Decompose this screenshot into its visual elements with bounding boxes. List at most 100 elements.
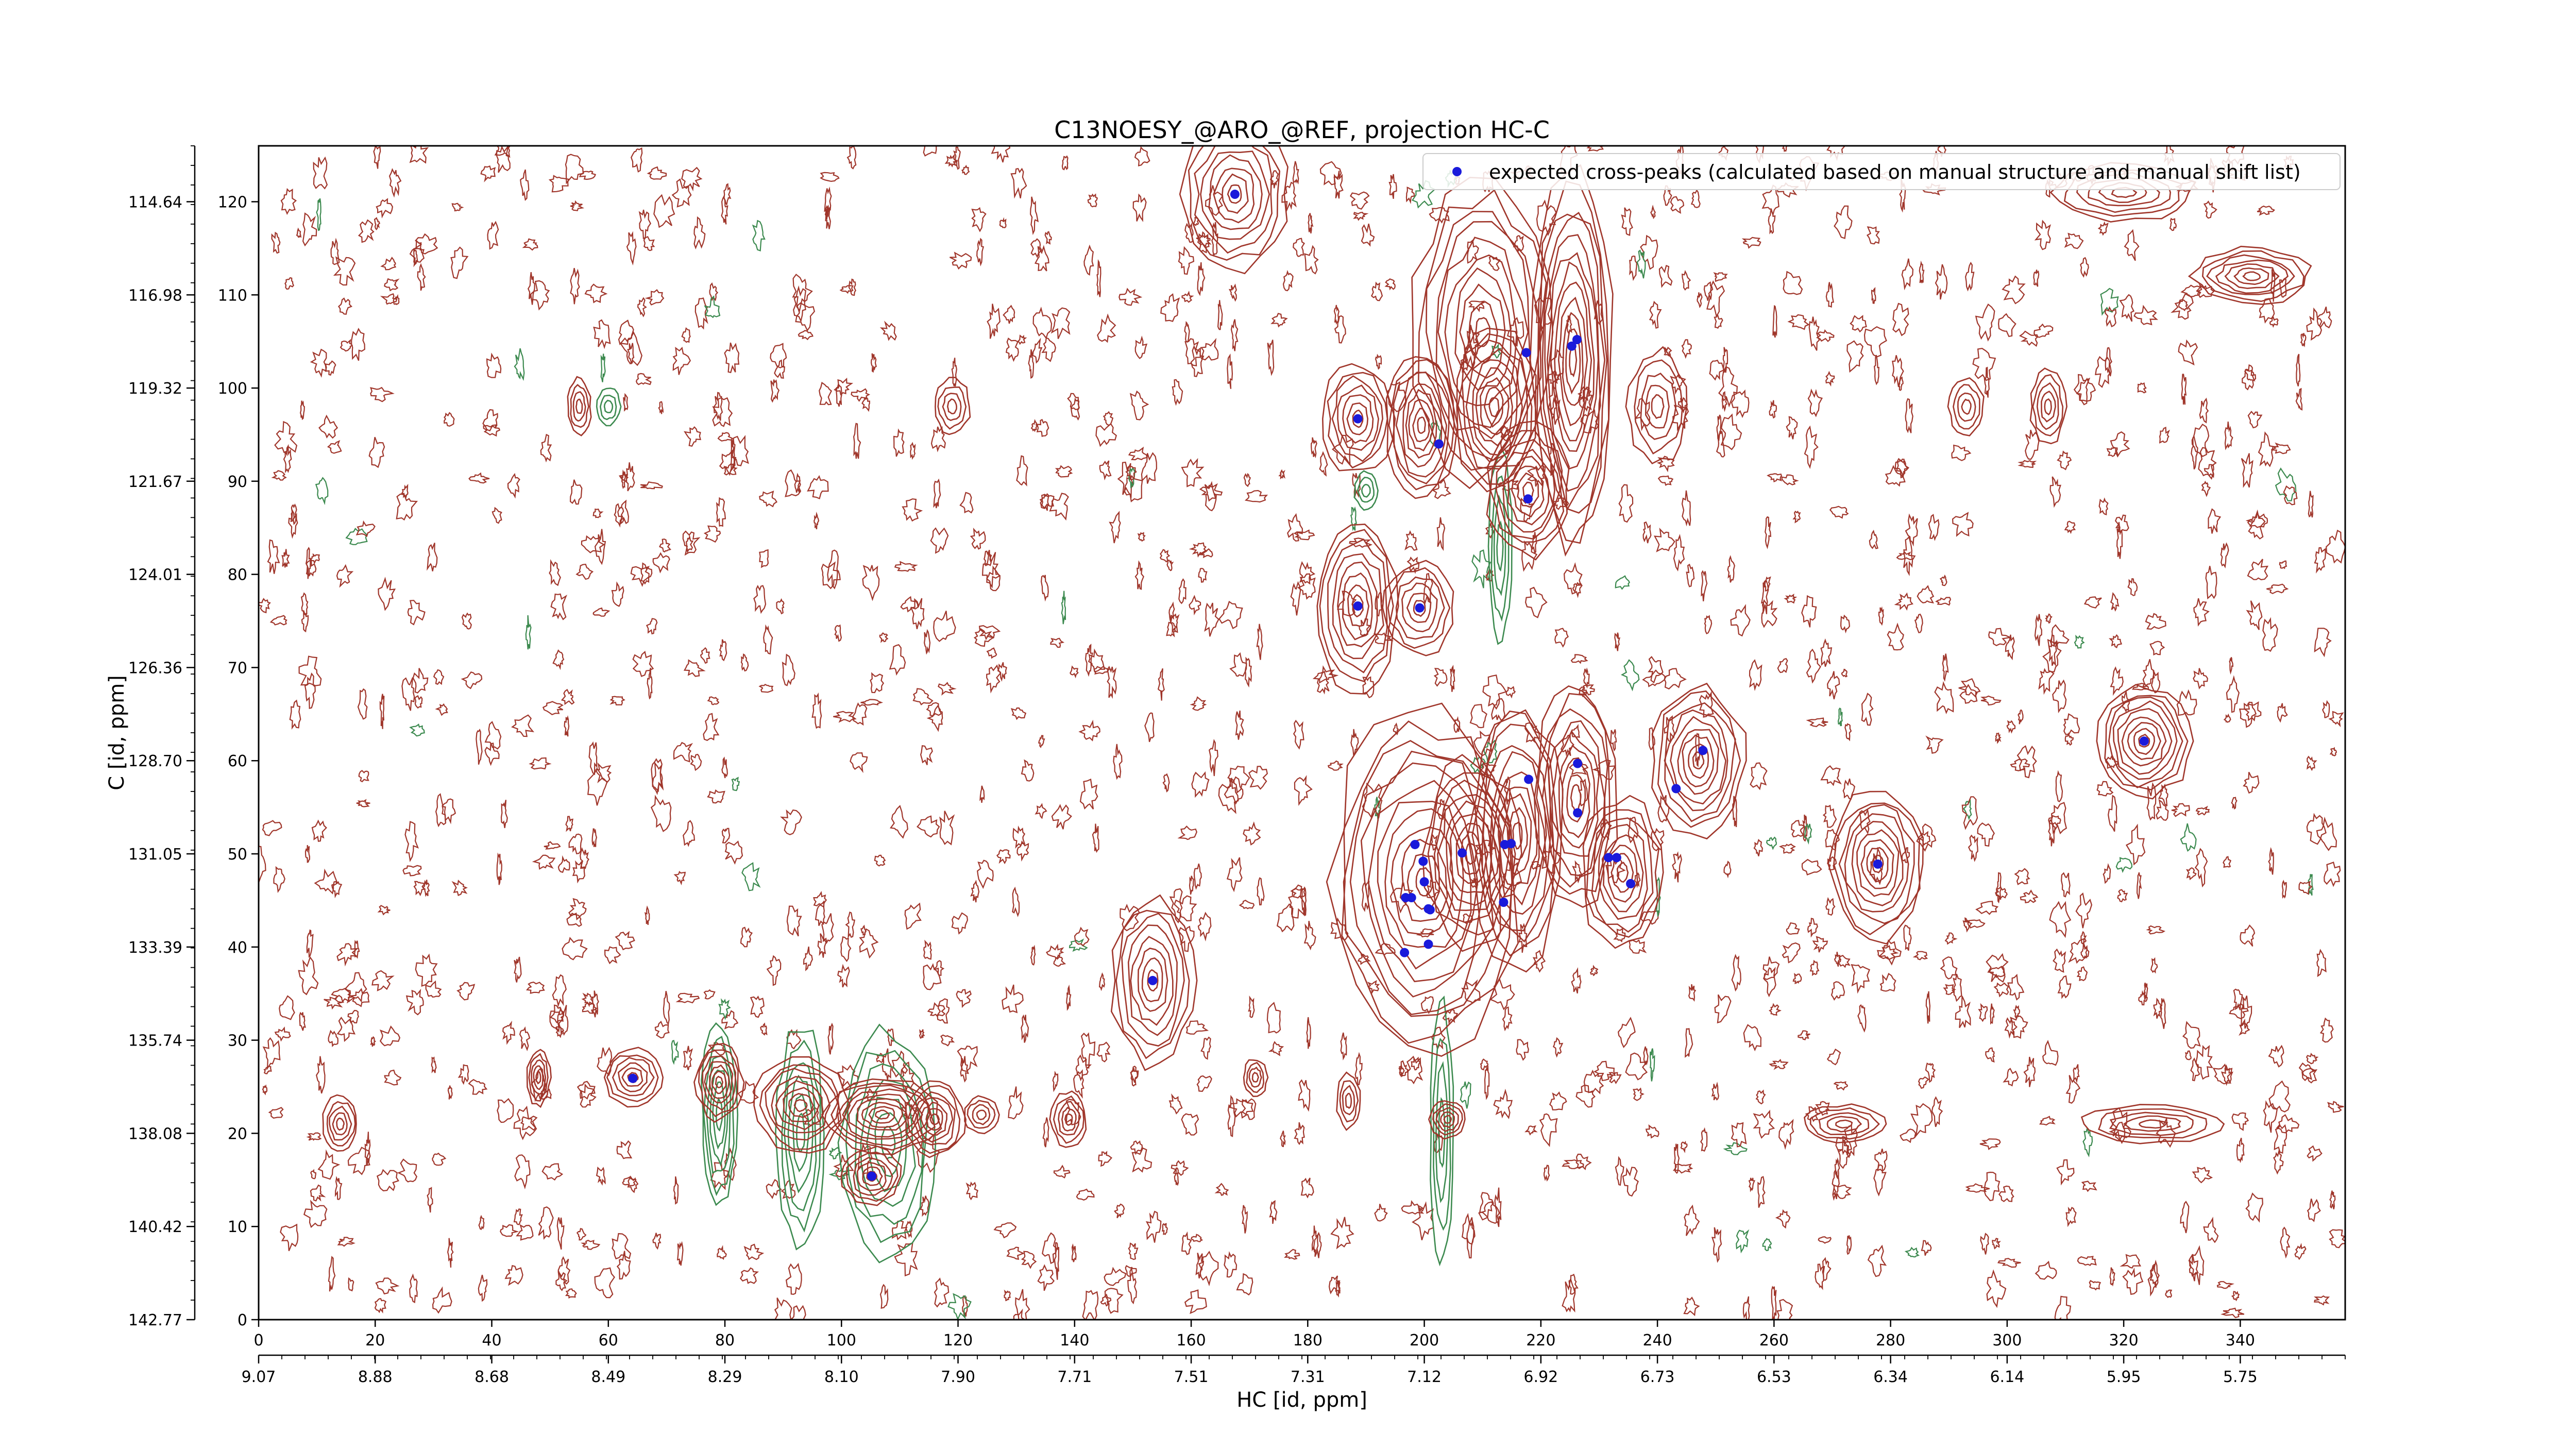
noise-contour: [600, 353, 606, 382]
peak-contour: [964, 1095, 1000, 1135]
noise-contour: [1718, 366, 1738, 408]
noise-contour: [1034, 245, 1049, 272]
noise-contour: [1349, 191, 1370, 210]
noise-contour: [1968, 834, 1978, 862]
noise-contour: [451, 203, 464, 212]
negative-peak-contour: [603, 399, 614, 414]
noise-contour: [1374, 797, 1382, 821]
noise-contour: [1801, 595, 1817, 628]
noise-contour: [296, 227, 302, 238]
noise-contour: [2241, 453, 2253, 488]
peak-contour: [1548, 720, 1605, 877]
legend-box: [1422, 153, 2341, 190]
noise-contour: [851, 388, 871, 402]
noise-contour: [2314, 628, 2332, 658]
noise-contour: [874, 854, 886, 867]
noise-contour: [1673, 534, 1685, 571]
noise-contour: [1037, 1264, 1055, 1291]
noise-contour: [1042, 1117, 1049, 1148]
noise-contour: [1767, 473, 1783, 483]
noise-contour: [556, 1217, 565, 1250]
noise-contour: [514, 1154, 531, 1190]
noise-contour: [1035, 803, 1047, 819]
noise-contour: [2150, 670, 2161, 694]
peak-contour: [1331, 375, 1384, 462]
noise-contour: [824, 186, 832, 216]
noise-contour: [1896, 550, 1916, 561]
y-tick-label: 90: [228, 473, 247, 491]
noise-contour: [623, 393, 629, 412]
noise-contour: [1044, 231, 1052, 245]
negative-peak-contour: [1430, 995, 1454, 1267]
peak-contour: [1844, 813, 1909, 913]
noise-contour: [1463, 913, 1473, 924]
x-tick-label: 20: [365, 1332, 385, 1350]
noise-contour: [927, 1002, 946, 1017]
noise-contour: [433, 669, 445, 685]
peak-contour: [1471, 710, 1560, 957]
noise-contour: [1177, 825, 1197, 840]
noise-contour: [2178, 299, 2189, 311]
noise-contour: [580, 847, 589, 869]
noise-contour: [1335, 1280, 1341, 1298]
noise-contour: [1109, 511, 1121, 544]
noise-contour: [1955, 996, 1971, 1029]
noise-contour: [2324, 862, 2341, 887]
noise-contour: [325, 360, 336, 376]
noise-contour: [2268, 1080, 2291, 1113]
peak-contour: [1536, 693, 1611, 895]
noise-contour: [1502, 859, 1522, 893]
noise-contour: [759, 490, 778, 508]
noise-contour: [2180, 1201, 2190, 1234]
noise-contour: [1633, 1087, 1645, 1101]
noise-contour: [2188, 1254, 2199, 1282]
peak-contour: [2121, 716, 2167, 767]
noise-contour: [2048, 815, 2061, 827]
noise-contour: [587, 767, 608, 806]
plot-frame: [258, 145, 2346, 1321]
noise-contour: [1334, 315, 1346, 344]
noise-contour: [774, 359, 785, 379]
noise-contour: [753, 584, 767, 614]
noise-contour: [1648, 656, 1664, 684]
noise-contour: [1645, 1124, 1659, 1139]
noise-contour: [947, 1293, 972, 1320]
noise-contour: [575, 564, 594, 580]
noise-contour: [750, 996, 765, 1018]
noise-contour: [652, 761, 664, 796]
negative-peak-contour: [837, 1023, 937, 1263]
noise-contour: [522, 238, 538, 251]
noise-contour: [827, 549, 839, 589]
noise-contour: [1984, 1171, 2001, 1202]
noise-contour: [375, 1277, 400, 1295]
noise-contour: [484, 743, 500, 766]
noise-contour: [1276, 903, 1295, 933]
peak-contour: [1467, 709, 1564, 973]
expected-peak-point: [1604, 853, 1614, 863]
noise-contour: [373, 146, 381, 169]
noise-contour: [1453, 716, 1461, 733]
noise-contour: [1743, 1024, 1762, 1052]
noise-contour: [1196, 1075, 1212, 1092]
noise-contour: [1536, 199, 1557, 237]
peak-contour: [1591, 817, 1654, 933]
noise-contour: [511, 714, 535, 737]
peak-contour: [856, 1161, 887, 1191]
peak-contour: [526, 1049, 552, 1108]
noise-contour: [1975, 304, 1995, 342]
noise-contour: [986, 565, 1001, 592]
noise-contour: [1753, 1109, 1775, 1139]
noise-contour: [357, 688, 368, 720]
peak-contour: [533, 1065, 544, 1090]
noise-contour: [331, 881, 343, 899]
noise-contour: [1979, 1138, 2001, 1150]
noise-contour: [1130, 1140, 1143, 1155]
peak-contour: [1625, 346, 1688, 465]
noise-contour: [500, 800, 508, 829]
noise-contour: [1134, 146, 1150, 166]
noise-contour: [1406, 1055, 1423, 1085]
noise-contour: [2198, 447, 2217, 480]
noise-contour: [647, 166, 667, 180]
noise-contour: [2095, 356, 2111, 388]
noise-contour: [592, 607, 611, 617]
